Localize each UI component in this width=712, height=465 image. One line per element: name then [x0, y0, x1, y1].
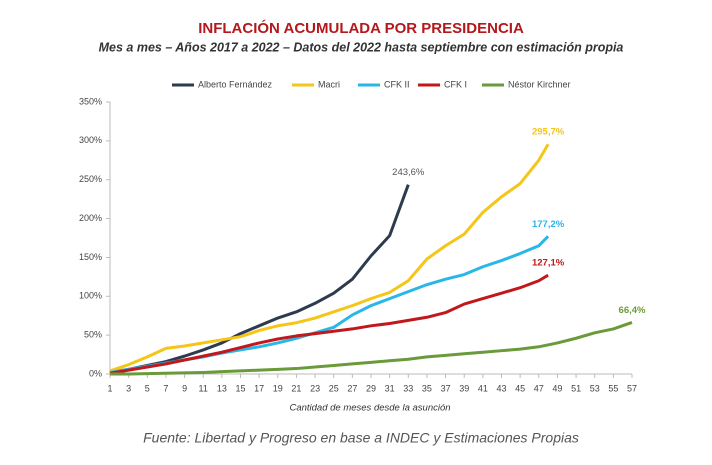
source-note: Fuente: Libertad y Progreso en base a IN…: [143, 430, 579, 446]
y-tick-label: 50%: [84, 330, 102, 340]
x-tick-label: 9: [182, 383, 187, 393]
y-tick-label: 0%: [89, 368, 102, 378]
chart-title: INFLACIÓN ACUMULADA POR PRESIDENCIA: [198, 19, 524, 37]
end-label: 177,2%: [532, 219, 565, 230]
chart-subtitle: Mes a mes – Años 2017 a 2022 – Datos del…: [99, 40, 624, 54]
x-tick-label: 31: [385, 383, 395, 393]
y-tick-label: 350%: [79, 96, 102, 106]
x-tick-label: 57: [627, 383, 637, 393]
x-tick-label: 37: [441, 383, 451, 393]
x-tick-label: 55: [608, 383, 618, 393]
x-tick-label: 45: [515, 383, 525, 393]
legend-label: CFK I: [444, 79, 467, 89]
y-tick-label: 250%: [79, 174, 102, 184]
x-tick-label: 51: [571, 383, 581, 393]
x-tick-label: 35: [422, 383, 432, 393]
legend-label: Néstor Kirchner: [508, 79, 571, 89]
x-tick-label: 27: [347, 383, 357, 393]
y-tick-label: 150%: [79, 252, 102, 262]
x-tick-label: 49: [552, 383, 562, 393]
x-tick-label: 47: [534, 383, 544, 393]
y-tick-label: 300%: [79, 135, 102, 145]
x-tick-label: 17: [254, 383, 264, 393]
x-tick-label: 1: [107, 383, 112, 393]
x-tick-label: 33: [403, 383, 413, 393]
x-tick-label: 19: [273, 383, 283, 393]
series-line: [110, 320, 633, 376]
end-label: 243,6%: [392, 167, 425, 178]
y-tick-label: 200%: [79, 213, 102, 223]
x-tick-label: 41: [478, 383, 488, 393]
legend-label: CFK II: [384, 79, 410, 89]
x-tick-label: 43: [496, 383, 506, 393]
x-tick-label: 25: [329, 383, 339, 393]
x-tick-label: 7: [163, 383, 168, 393]
x-axis-label: Cantidad de meses desde la asunción: [289, 403, 450, 414]
x-tick-label: 15: [235, 383, 245, 393]
y-tick-label: 100%: [79, 291, 102, 301]
series-line: [109, 273, 549, 375]
x-tick-label: 39: [459, 383, 469, 393]
end-label: 127,1%: [532, 258, 565, 269]
legend-label: Alberto Fernández: [198, 79, 273, 89]
x-tick-label: 29: [366, 383, 376, 393]
x-tick-label: 53: [590, 383, 600, 393]
x-tick-label: 23: [310, 383, 320, 393]
end-label: 295,7%: [532, 127, 565, 138]
x-tick-label: 5: [145, 383, 150, 393]
end-label: 66,4%: [619, 305, 646, 316]
x-tick-label: 11: [199, 383, 208, 393]
x-tick-label: 3: [126, 383, 131, 393]
series-line: [109, 143, 550, 373]
x-tick-label: 21: [291, 383, 301, 393]
x-tick-label: 13: [217, 383, 227, 393]
legend-label: Macri: [318, 79, 340, 89]
